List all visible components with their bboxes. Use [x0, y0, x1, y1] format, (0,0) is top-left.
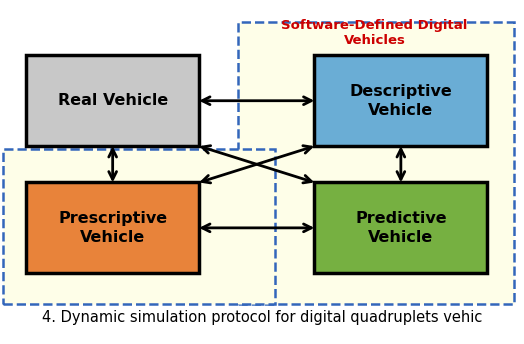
Bar: [314, 182, 487, 273]
Bar: [26, 55, 199, 146]
Text: Descriptive
Vehicle: Descriptive Vehicle: [350, 84, 452, 118]
Text: 4. Dynamic simulation protocol for digital quadruplets vehic: 4. Dynamic simulation protocol for digit…: [42, 310, 482, 325]
Text: Real Vehicle: Real Vehicle: [58, 93, 168, 108]
Text: Software-Defined Digital
Vehicles: Software-Defined Digital Vehicles: [281, 19, 468, 47]
Bar: [26, 182, 199, 273]
Bar: [238, 22, 514, 303]
Text: Predictive
Vehicle: Predictive Vehicle: [355, 211, 446, 245]
Text: Prescriptive
Vehicle: Prescriptive Vehicle: [58, 211, 167, 245]
Bar: [314, 55, 487, 146]
Bar: [3, 149, 275, 303]
